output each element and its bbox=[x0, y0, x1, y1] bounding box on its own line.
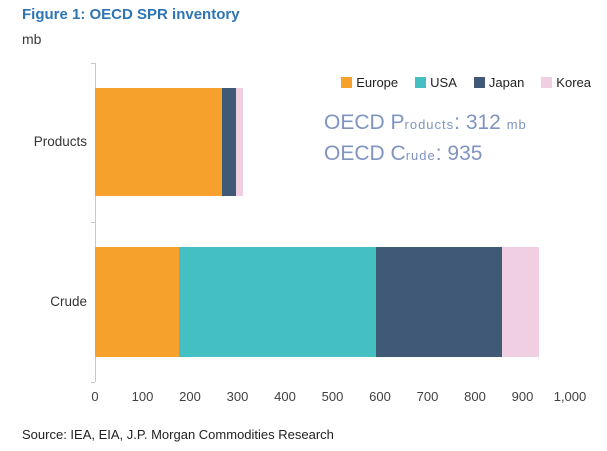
annotation-line-products: OECD Products: 312 mb bbox=[324, 108, 527, 139]
legend-swatch-usa bbox=[415, 77, 427, 88]
bar-segment-usa-crude bbox=[178, 247, 376, 357]
annotation-block: OECD Products: 312 mb OECD Crude: 935 bbox=[324, 108, 527, 170]
legend-label: Korea bbox=[556, 75, 591, 90]
bar-segment-korea-products bbox=[235, 88, 244, 196]
bar-segment-europe-crude bbox=[95, 247, 179, 357]
x-axis-tick-label: 200 bbox=[179, 389, 201, 404]
annotation-text: : 935 bbox=[435, 142, 483, 165]
legend-swatch-europe bbox=[341, 77, 353, 88]
y-axis-tick bbox=[91, 382, 95, 383]
legend-label: Japan bbox=[488, 75, 525, 90]
legend-item-korea: Korea bbox=[541, 75, 591, 90]
annotation-text: rude bbox=[405, 148, 436, 163]
legend-swatch-japan bbox=[473, 77, 485, 88]
category-label-crude: Crude bbox=[50, 294, 87, 309]
x-axis-tick-label: 900 bbox=[511, 389, 534, 404]
annotation-text: OECD C bbox=[324, 142, 406, 165]
legend: Europe USA Japan Korea bbox=[341, 75, 591, 90]
legend-item-usa: USA bbox=[415, 75, 457, 90]
x-axis-tick-label: 100 bbox=[131, 389, 154, 404]
axis-unit-label: mb bbox=[22, 31, 42, 47]
bar-segment-japan-crude bbox=[375, 247, 502, 357]
legend-label: Europe bbox=[356, 75, 399, 90]
figure-title: Figure 1: OECD SPR inventory bbox=[22, 6, 240, 23]
annotation-text: mb bbox=[506, 117, 527, 132]
bar-segment-korea-crude bbox=[501, 247, 540, 357]
x-axis-tick-label: 700 bbox=[416, 389, 439, 404]
annotation-line-crude: OECD Crude: 935 bbox=[324, 139, 527, 170]
x-axis-tick-label: 0 bbox=[91, 389, 99, 404]
x-axis-tick-label: 500 bbox=[321, 389, 344, 404]
annotation-text: : 312 bbox=[454, 111, 507, 134]
legend-item-europe: Europe bbox=[341, 75, 398, 90]
y-axis-tick bbox=[91, 63, 95, 64]
y-axis-line bbox=[95, 63, 96, 382]
source-note: Source: IEA, EIA, J.P. Morgan Commoditie… bbox=[22, 427, 334, 442]
legend-item-japan: Japan bbox=[473, 75, 525, 90]
legend-label: USA bbox=[430, 75, 457, 90]
bar-segment-japan-products bbox=[222, 88, 236, 196]
annotation-text: roducts bbox=[404, 117, 455, 132]
legend-swatch-korea bbox=[541, 77, 553, 88]
x-axis-tick-label: 400 bbox=[274, 389, 296, 404]
y-axis-tick bbox=[91, 222, 95, 223]
annotation-text: OECD P bbox=[324, 111, 405, 134]
x-axis-tick-label: 800 bbox=[464, 389, 486, 404]
x-axis-tick-label: 600 bbox=[369, 389, 391, 404]
x-axis-tick-label: 1,000 bbox=[553, 389, 587, 404]
x-axis-tick-label: 300 bbox=[226, 389, 249, 404]
category-label-products: Products bbox=[33, 134, 87, 149]
bar-segment-europe-products bbox=[95, 88, 223, 196]
